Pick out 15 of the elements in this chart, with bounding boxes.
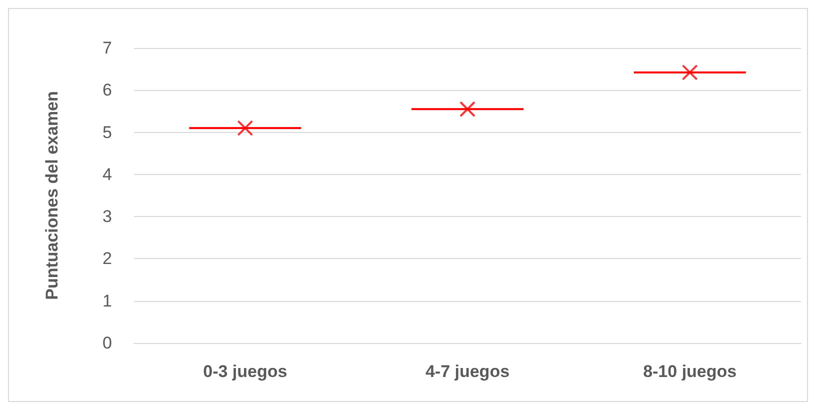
y-tick-label: 7	[102, 38, 112, 58]
y-tick-label: 2	[102, 249, 112, 268]
point	[460, 101, 476, 118]
x-tick-label: 0-3 juegos	[203, 362, 288, 381]
y-tick-label: 4	[102, 164, 112, 184]
y-axis-title: Puntuaciones del examen	[42, 91, 62, 300]
point	[682, 64, 698, 80]
x-tick-label: 4-7 juegos	[425, 362, 510, 381]
y-tick-label: 1	[102, 291, 112, 310]
point	[237, 120, 254, 136]
x-tick-label: 8-10 juegos	[643, 362, 737, 381]
y-tick-label: 6	[102, 80, 112, 100]
y-tick-label: 0	[102, 334, 112, 352]
y-tick-label: 3	[102, 207, 112, 226]
y-tick-label: 5	[102, 122, 112, 142]
